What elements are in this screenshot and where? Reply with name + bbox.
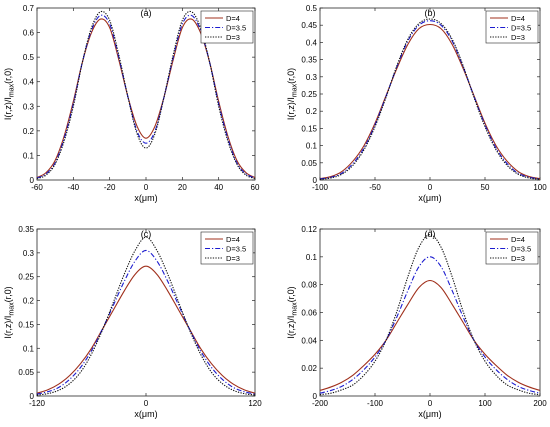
panel-2-ylabel: I(r,z)/Imax(r,0) (286, 68, 299, 120)
panel-2-series-line-D35 (319, 20, 541, 180)
panel-2-ytick-label: 0.3 (306, 73, 318, 82)
panel-3-xtick-label: -120 (29, 399, 46, 408)
panel-3-ytick-label: 0.2 (23, 297, 35, 306)
panel-4-xtick-label: 100 (478, 399, 492, 408)
panel-2-ytick-label: 0.35 (301, 56, 317, 65)
panel-2-legend-entry: D=3 (511, 33, 525, 42)
panel-2-xtick-label: 100 (533, 183, 547, 192)
panel-4-series-line-D35 (319, 256, 541, 394)
panel-2-xtick-label: -100 (312, 183, 329, 192)
panel-3: 00.050.10.150.20.250.30.35-120 0 120(c)x(μ… (3, 225, 262, 419)
panel-2-label: (b) (425, 8, 436, 18)
panel-3-ytick-label: 0 (30, 392, 35, 401)
panel-1-xtick-label: -20 (104, 183, 116, 192)
panel-1-ytick-label: 0 (30, 176, 35, 185)
panel-2-series-line-D3 (319, 18, 541, 180)
panel-1-xtick-label: 60 (251, 183, 260, 192)
panel-1-xtick-label: 40 (214, 183, 223, 192)
panel-1-series-line-D35 (36, 14, 256, 179)
panel-3-ylabel: I(r,z)/Imax(r,0) (3, 286, 16, 338)
panel-3-ytick-label: 0.25 (18, 273, 34, 282)
panel-3-ytick-label: 0.05 (18, 368, 34, 377)
panel-4-series-line-D4 (319, 279, 541, 391)
panel-1-legend-entry: D=3 (226, 33, 240, 42)
panel-1-xtick-label: -60 (31, 183, 43, 192)
panel-4-label: (d) (425, 229, 436, 239)
panel-1-series-line-D4 (36, 18, 256, 179)
panel-4-xtick-label: 200 (533, 399, 547, 408)
panel-4-ytick-label: 0.08 (301, 281, 317, 290)
panel-2-ytick-label: 0.1 (306, 142, 318, 151)
panel-4-legend-entry: D=3.5 (511, 245, 531, 254)
panel-1-xtick-label: -40 (68, 183, 80, 192)
panel-2-xtick-label: 0 (428, 183, 433, 192)
panel-2-xtick-label: 50 (481, 183, 490, 192)
panel-4-xtick-label: -100 (367, 399, 384, 408)
panel-3-xlabel: x(μm) (134, 409, 157, 419)
panel-3-label: (c) (141, 229, 152, 239)
panel-4-ytick-label: 0.04 (301, 336, 317, 345)
panel-3-series-line-D35 (36, 249, 256, 395)
panel-1: 0 0.1 0.2 0.3 0.4 0.5 0.6 0.7 -60 -40 -20 0 20 40 60 (a… (3, 4, 260, 203)
panel-2-xtick-label: -50 (369, 183, 381, 192)
panel-3-series-line-D4 (36, 265, 256, 394)
panel-4-ytick-label: 0.1 (306, 253, 318, 262)
panel-3-ytick-label: 0.15 (18, 320, 34, 329)
panel-2-ytick-label: 0.45 (301, 21, 317, 30)
panel-1-ytick-label: 0.6 (23, 29, 35, 38)
panel-4-legend-entry: D=3 (511, 254, 525, 263)
panel-1-ytick-label: 0.1 (23, 151, 35, 160)
panel-4-ytick-label: 0 (313, 392, 318, 401)
panel-4-series-line-D3 (319, 234, 541, 396)
panel-3-legend-entry: D=3.5 (226, 245, 246, 254)
panel-3-xtick-label: 120 (248, 399, 262, 408)
panel-1-ytick-label: 0.4 (23, 78, 35, 87)
panel-4-ytick-label: 0.02 (301, 364, 317, 373)
panel-1-legend-entry: D=4 (226, 14, 240, 23)
panel-2: 0 0.05 0.1 0.15 0.2 0.25 0.3 0.35 0.4 0.45 0.5 -100… (286, 4, 547, 203)
panel-3-legend-entry: D=4 (226, 235, 240, 244)
panel-4: 0 0.02 0.04 0.06 0.08 0.1 0.12 -200 -100 0 100 200 (… (286, 225, 547, 419)
panel-2-ytick-label: 0.4 (306, 38, 318, 47)
panel-2-xlabel: x(μm) (418, 193, 441, 203)
panel-1-ytick-label: 0.7 (23, 4, 35, 13)
panel-4-xlabel: x(μm) (418, 409, 441, 419)
panel-2-ytick-label: 0 (313, 176, 318, 185)
panel-3-legend-entry: D=3 (226, 254, 240, 263)
panel-3-series-line-D3 (36, 236, 256, 396)
panel-4-ytick-label: 0.06 (301, 309, 317, 318)
panel-3-ytick-label: 0.3 (23, 249, 35, 258)
panel-3-ytick-label: 0.35 (18, 225, 34, 234)
panel-4-legend (485, 231, 539, 265)
panel-2-legend-entry: D=4 (511, 14, 525, 23)
panel-1-ytick-label: 0.5 (23, 53, 35, 62)
panel-1-ytick-label: 0.2 (23, 127, 35, 136)
panel-2-ytick-label: 0.15 (301, 124, 317, 133)
panel-2-ytick-label: 0.2 (306, 107, 318, 116)
panel-2-ytick-label: 0.05 (301, 159, 317, 168)
panel-4-xtick-label: 0 (428, 399, 433, 408)
panel-3-xtick-label: 0 (144, 399, 149, 408)
panel-1-legend-entry: D=3.5 (226, 24, 246, 33)
panel-1-ylabel: I(r,z)/Imax(r,0) (3, 68, 16, 120)
panel-1-ytick-label: 0.3 (23, 102, 35, 111)
panel-4-xtick-label: -200 (312, 399, 329, 408)
panel-2-ytick-label: 0.25 (301, 90, 317, 99)
panel-1-xtick-label: 20 (178, 183, 187, 192)
panel-1-xtick-label: 0 (144, 183, 149, 192)
panel-4-legend-entry: D=4 (511, 235, 525, 244)
panel-2-ytick-label: 0.5 (306, 4, 318, 13)
panel-1-xlabel: x(μm) (134, 193, 157, 203)
panel-4-ylabel: I(r,z)/Imax(r,0) (286, 286, 299, 338)
panel-4-ytick-label: 0.12 (301, 225, 317, 234)
panel-3-ytick-label: 0.1 (23, 344, 35, 353)
panel-1-label: (a) (141, 8, 152, 18)
panel-2-series-line-D4 (319, 23, 541, 180)
panel-2-legend-entry: D=3.5 (511, 24, 531, 33)
